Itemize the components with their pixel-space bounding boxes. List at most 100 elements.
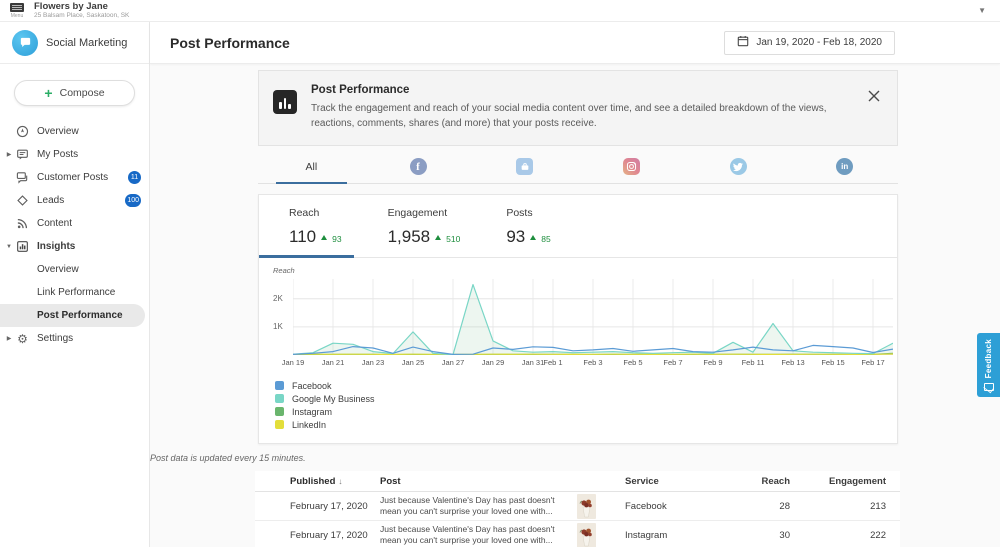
column-post: Post [380, 475, 401, 487]
tab-all[interactable]: All [258, 150, 365, 184]
tab-google-my-business[interactable] [471, 150, 578, 183]
page-header: Post Performance Jan 19, 2020 - Feb 18, … [150, 22, 1000, 64]
google-my-business-swatch [275, 394, 284, 403]
x-axis-tick-label: Jan 31 [521, 358, 545, 367]
column-service: Service [625, 475, 659, 487]
sidebar-item-leads[interactable]: Leads 100 [0, 189, 149, 212]
menu-button[interactable]: Menu [10, 2, 24, 19]
arrow-up-icon [530, 234, 537, 240]
service-tabs: All f [258, 150, 898, 184]
x-axis-tick-label: Feb 13 [781, 358, 805, 367]
sidebar-item-post-performance[interactable]: Post Performance [0, 304, 145, 327]
compass-icon [15, 125, 30, 138]
table-row[interactable]: February 17, 2020 Just because Valentine… [255, 521, 900, 547]
tab-twitter[interactable] [685, 150, 792, 183]
reach-value: 110 [289, 227, 317, 246]
bar-chart-icon [273, 90, 297, 114]
legend-item-instagram: Instagram [275, 405, 881, 418]
x-axis-tick-label: Feb 9 [703, 358, 723, 367]
social-marketing-logo-icon [12, 29, 38, 56]
date-range-picker[interactable]: Jan 19, 2020 - Feb 18, 2020 [724, 30, 895, 55]
legend-item-google-my-business: Google My Business [275, 392, 881, 405]
service-name: Instagram [625, 529, 668, 541]
post-icon [15, 148, 30, 161]
linkedin-swatch [275, 420, 284, 429]
engagement-delta: 510 [446, 234, 461, 244]
feedback-button[interactable]: Feedback [977, 333, 1000, 397]
chevron-down-icon[interactable]: ▼ [978, 6, 986, 15]
arrow-up-icon [321, 234, 328, 240]
sidebar-nav: Overview ▶ My Posts Customer Posts 11 [0, 120, 149, 350]
rss-icon [15, 217, 30, 230]
x-axis-tick-label: Jan 23 [361, 358, 385, 367]
info-banner: Post Performance Track the engagement an… [258, 70, 898, 146]
x-axis-tick-label: Feb 15 [821, 358, 845, 367]
sidebar-item-customer-posts[interactable]: Customer Posts 11 [0, 166, 149, 189]
sidebar-item-settings[interactable]: ▶ ⚙ Settings [0, 327, 149, 350]
leads-badge: 100 [125, 194, 141, 207]
x-axis-tick-label: Feb 3 [583, 358, 603, 367]
sidebar-item-insights-overview[interactable]: Overview [37, 264, 79, 275]
x-axis-tick-label: Jan 21 [321, 358, 345, 367]
table-row[interactable]: February 17, 2020 Just because Valentine… [255, 492, 900, 521]
customer-posts-badge: 11 [128, 171, 141, 184]
post-text: Just because Valentine's Day has past do… [380, 523, 555, 545]
column-engagement: Engagement [828, 475, 886, 487]
column-published[interactable]: Published ↓ [290, 475, 343, 487]
calendar-icon [737, 35, 749, 50]
x-axis-tick-label: Jan 19 [281, 358, 305, 367]
metric-summary: Reach 110 93 Engagement 1,958 [259, 195, 897, 258]
close-icon[interactable] [867, 89, 881, 103]
sidebar-item-insights[interactable]: ▼ Insights [0, 235, 149, 258]
x-axis-tick-label: Feb 17 [861, 358, 885, 367]
engagement-value: 1,958 [387, 227, 431, 246]
diamond-icon [15, 194, 30, 207]
posts-value: 93 [506, 227, 526, 246]
y-axis-title: Reach [273, 266, 295, 275]
selected-metric-indicator [259, 255, 354, 258]
metric-engagement[interactable]: Engagement 1,958 510 [387, 207, 461, 246]
tab-linkedin[interactable]: in [791, 150, 898, 183]
business-info: Flowers by Jane 25 Balsam Place, Saskato… [34, 1, 129, 20]
post-text: Just because Valentine's Day has past do… [380, 494, 555, 516]
facebook-icon: f [409, 158, 427, 175]
envelope-icon [983, 383, 994, 392]
x-axis-tick-label: Jan 27 [441, 358, 465, 367]
line-chart-plot: 1K 2K [273, 279, 893, 355]
x-axis-tick-label: Feb 1 [543, 358, 563, 367]
y-axis-tick-label: 2K [273, 293, 283, 303]
menu-label: Menu [10, 12, 24, 19]
app-brand: Social Marketing [0, 22, 149, 64]
plus-icon: + [44, 85, 53, 101]
reach-chart: Reach 1K 2K Jan 19 Jan 21 Jan 23 Jan 25 Jan 2… [259, 258, 897, 367]
sidebar-item-content[interactable]: Content [0, 212, 149, 235]
sidebar-item-my-posts[interactable]: ▶ My Posts [0, 143, 149, 166]
x-axis-labels: Jan 19 Jan 21 Jan 23 Jan 25 Jan 27 Jan 29 Jan … [282, 355, 893, 367]
posts-table: Published ↓ Post Service Reach Engagement… [255, 471, 900, 547]
arrow-up-icon [435, 234, 442, 240]
sidebar: Social Marketing + Compose Overview ▶ [0, 22, 150, 547]
date-range-value: Jan 19, 2020 - Feb 18, 2020 [756, 37, 882, 48]
sidebar-item-overview[interactable]: Overview [0, 120, 149, 143]
sidebar-item-link-performance[interactable]: Link Performance [37, 287, 116, 298]
metric-posts[interactable]: Posts 93 85 [506, 207, 551, 246]
menu-icon [10, 2, 24, 12]
facebook-swatch [275, 381, 284, 390]
caret-right-icon: ▶ [6, 336, 12, 342]
metric-reach[interactable]: Reach 110 93 [289, 207, 342, 246]
posts-delta: 85 [541, 234, 551, 244]
tab-facebook[interactable]: f [365, 150, 472, 183]
banner-description: Track the engagement and reach of your s… [311, 103, 827, 129]
twitter-icon [729, 158, 747, 175]
compose-button[interactable]: + Compose [14, 80, 135, 106]
sort-desc-icon: ↓ [338, 476, 343, 486]
post-thumbnail [577, 493, 596, 519]
x-axis-tick-label: Feb 7 [663, 358, 683, 367]
y-axis-tick-label: 1K [273, 321, 283, 331]
tab-instagram[interactable] [578, 150, 685, 183]
caret-down-icon: ▼ [6, 243, 12, 250]
service-name: Facebook [625, 500, 667, 512]
reach-delta: 93 [332, 234, 342, 244]
table-header: Published ↓ Post Service Reach Engagement [255, 471, 900, 492]
linkedin-icon: in [836, 158, 854, 175]
